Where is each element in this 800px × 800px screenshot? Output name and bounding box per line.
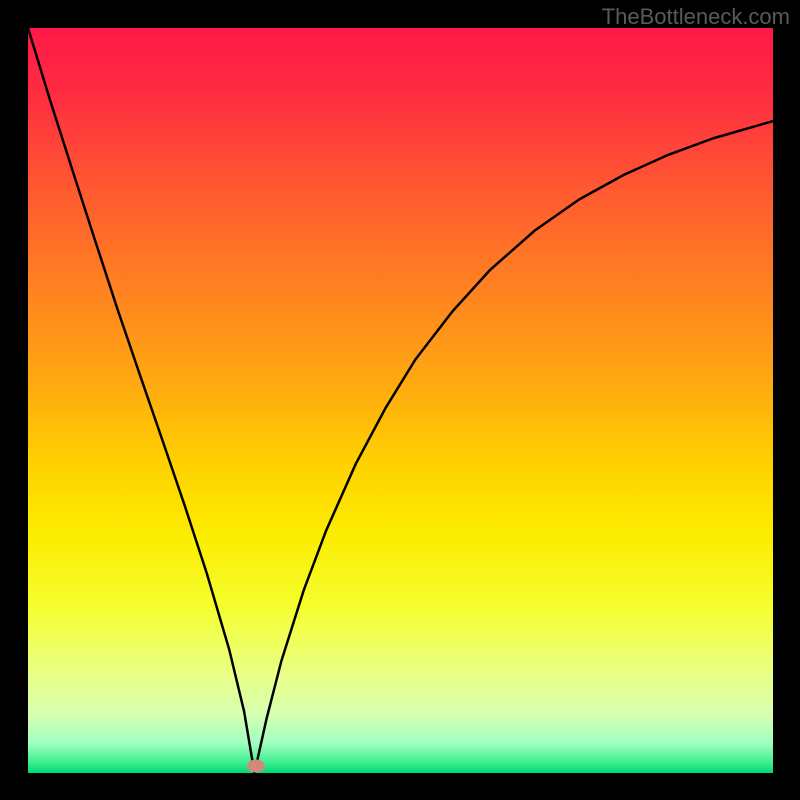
bottleneck-curve xyxy=(28,28,773,773)
plot-area xyxy=(28,28,773,773)
optimal-point-marker xyxy=(247,759,265,772)
watermark-label: TheBottleneck.com xyxy=(602,4,790,30)
